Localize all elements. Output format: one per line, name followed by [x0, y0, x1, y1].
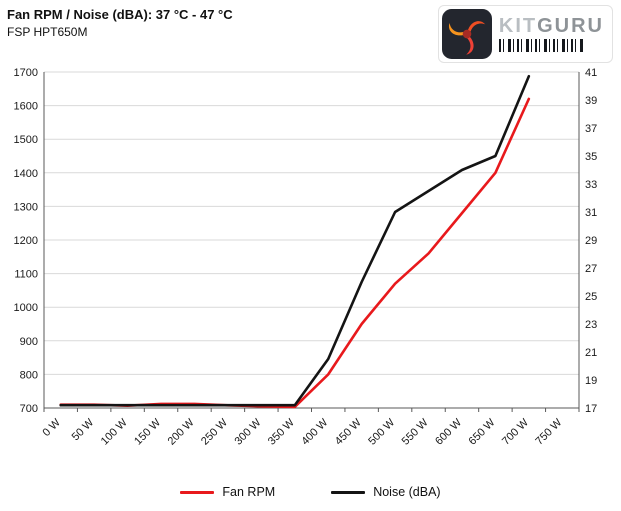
svg-text:35: 35: [585, 151, 597, 163]
svg-text:400 W: 400 W: [299, 416, 330, 447]
kitguru-logo: KITGURU: [437, 5, 613, 63]
fan-rpm-line-swatch: [180, 490, 215, 494]
chart-subtitle: FSP HPT650M: [7, 24, 88, 39]
svg-text:39: 39: [585, 95, 597, 107]
svg-text:300 W: 300 W: [232, 416, 263, 447]
legend-label-noise: Noise (dBA): [373, 485, 441, 499]
svg-text:1400: 1400: [14, 168, 38, 180]
svg-text:100 W: 100 W: [99, 416, 130, 447]
svg-text:350 W: 350 W: [266, 416, 297, 447]
svg-text:1700: 1700: [14, 67, 38, 79]
legend-item-noise: Noise (dBA): [331, 485, 441, 499]
svg-text:150 W: 150 W: [132, 416, 163, 447]
logo-text-block: KITGURU: [498, 16, 604, 52]
svg-text:37: 37: [585, 123, 597, 135]
chart-title: Fan RPM / Noise (dBA): 37 °C - 47 °C: [7, 7, 233, 22]
svg-text:900: 900: [20, 336, 38, 348]
chart-legend: Fan RPM Noise (dBA): [0, 485, 621, 499]
svg-text:800: 800: [20, 369, 38, 381]
svg-text:1000: 1000: [14, 302, 38, 314]
svg-text:750 W: 750 W: [533, 416, 564, 447]
svg-text:21: 21: [585, 347, 597, 359]
svg-text:29: 29: [585, 235, 597, 247]
svg-text:17: 17: [585, 403, 597, 415]
svg-text:1200: 1200: [14, 235, 38, 247]
svg-text:41: 41: [585, 67, 597, 79]
svg-text:200 W: 200 W: [166, 416, 197, 447]
svg-text:450 W: 450 W: [333, 416, 364, 447]
svg-text:1600: 1600: [14, 101, 38, 113]
barcode: [498, 39, 583, 52]
legend-label-fan-rpm: Fan RPM: [222, 485, 276, 499]
svg-text:23: 23: [585, 319, 597, 331]
fan-rpm-noise-chart: 7008009001000110012001300140015001600170…: [14, 67, 598, 448]
svg-text:50 W: 50 W: [70, 416, 97, 443]
svg-text:25: 25: [585, 291, 597, 303]
kitguru-swirl-icon: [441, 9, 492, 59]
svg-text:650 W: 650 W: [467, 416, 498, 447]
logo-guru-text: GURU: [537, 15, 604, 37]
legend-item-fan-rpm: Fan RPM: [180, 485, 275, 499]
svg-text:0 W: 0 W: [41, 416, 64, 439]
svg-text:250 W: 250 W: [199, 416, 230, 447]
logo-kit-text: KIT: [498, 15, 538, 37]
svg-text:27: 27: [585, 263, 597, 275]
noise-line-swatch: [331, 490, 366, 494]
svg-text:19: 19: [585, 375, 597, 387]
chart-header: Fan RPM / Noise (dBA): 37 °C - 47 °C FSP…: [7, 6, 233, 40]
svg-text:550 W: 550 W: [400, 416, 431, 447]
svg-text:600 W: 600 W: [433, 416, 464, 447]
svg-text:700: 700: [20, 403, 38, 415]
svg-text:33: 33: [585, 179, 597, 191]
svg-text:31: 31: [585, 207, 597, 219]
logo-wordmark: KITGURU: [499, 16, 604, 36]
svg-text:1100: 1100: [14, 269, 38, 281]
svg-text:700 W: 700 W: [500, 416, 531, 447]
svg-text:1300: 1300: [14, 201, 38, 213]
svg-text:500 W: 500 W: [366, 416, 397, 447]
svg-text:1500: 1500: [14, 134, 38, 146]
